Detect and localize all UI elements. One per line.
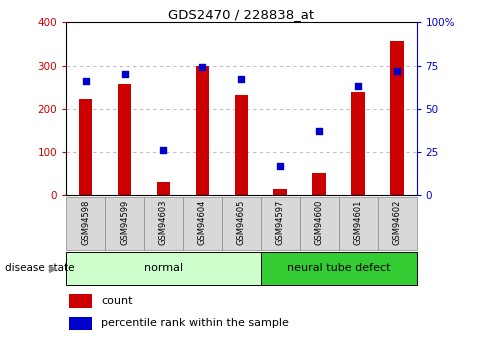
Bar bbox=[378, 197, 416, 250]
Text: neural tube defect: neural tube defect bbox=[287, 263, 391, 273]
Text: GSM94600: GSM94600 bbox=[315, 200, 324, 245]
Bar bbox=[157, 182, 171, 195]
Bar bbox=[339, 197, 378, 250]
Text: GSM94604: GSM94604 bbox=[198, 200, 207, 245]
Bar bbox=[390, 40, 404, 195]
Text: GSM94601: GSM94601 bbox=[354, 200, 363, 245]
Text: GSM94602: GSM94602 bbox=[392, 200, 401, 245]
Point bbox=[160, 147, 168, 153]
Text: GSM94603: GSM94603 bbox=[159, 199, 168, 245]
Text: GSM94598: GSM94598 bbox=[81, 200, 90, 245]
Bar bbox=[69, 317, 92, 330]
Text: GSM94599: GSM94599 bbox=[120, 200, 129, 245]
Bar bbox=[261, 252, 416, 285]
Text: GSM94597: GSM94597 bbox=[276, 200, 285, 245]
Bar bbox=[351, 92, 365, 195]
Bar bbox=[66, 252, 261, 285]
Bar bbox=[235, 95, 248, 195]
Text: count: count bbox=[101, 296, 132, 306]
Point bbox=[82, 78, 90, 84]
Text: percentile rank within the sample: percentile rank within the sample bbox=[101, 318, 289, 328]
Point bbox=[354, 83, 362, 89]
Bar bbox=[144, 197, 183, 250]
Bar bbox=[300, 197, 339, 250]
Point bbox=[237, 77, 245, 82]
Bar bbox=[261, 197, 300, 250]
Bar bbox=[105, 197, 144, 250]
Bar bbox=[196, 66, 209, 195]
Point bbox=[315, 128, 323, 134]
Title: GDS2470 / 228838_at: GDS2470 / 228838_at bbox=[168, 8, 315, 21]
Bar bbox=[79, 99, 93, 195]
Bar bbox=[273, 189, 287, 195]
Point bbox=[276, 163, 284, 168]
Text: ▶: ▶ bbox=[49, 263, 57, 273]
Bar bbox=[69, 294, 92, 308]
Text: normal: normal bbox=[144, 263, 183, 273]
Point bbox=[121, 71, 128, 77]
Bar bbox=[66, 197, 105, 250]
Point bbox=[393, 68, 401, 73]
Bar bbox=[118, 83, 131, 195]
Text: GSM94605: GSM94605 bbox=[237, 200, 246, 245]
Bar bbox=[312, 172, 326, 195]
Text: disease state: disease state bbox=[5, 263, 74, 273]
Point bbox=[198, 65, 206, 70]
Bar bbox=[183, 197, 222, 250]
Bar bbox=[222, 197, 261, 250]
